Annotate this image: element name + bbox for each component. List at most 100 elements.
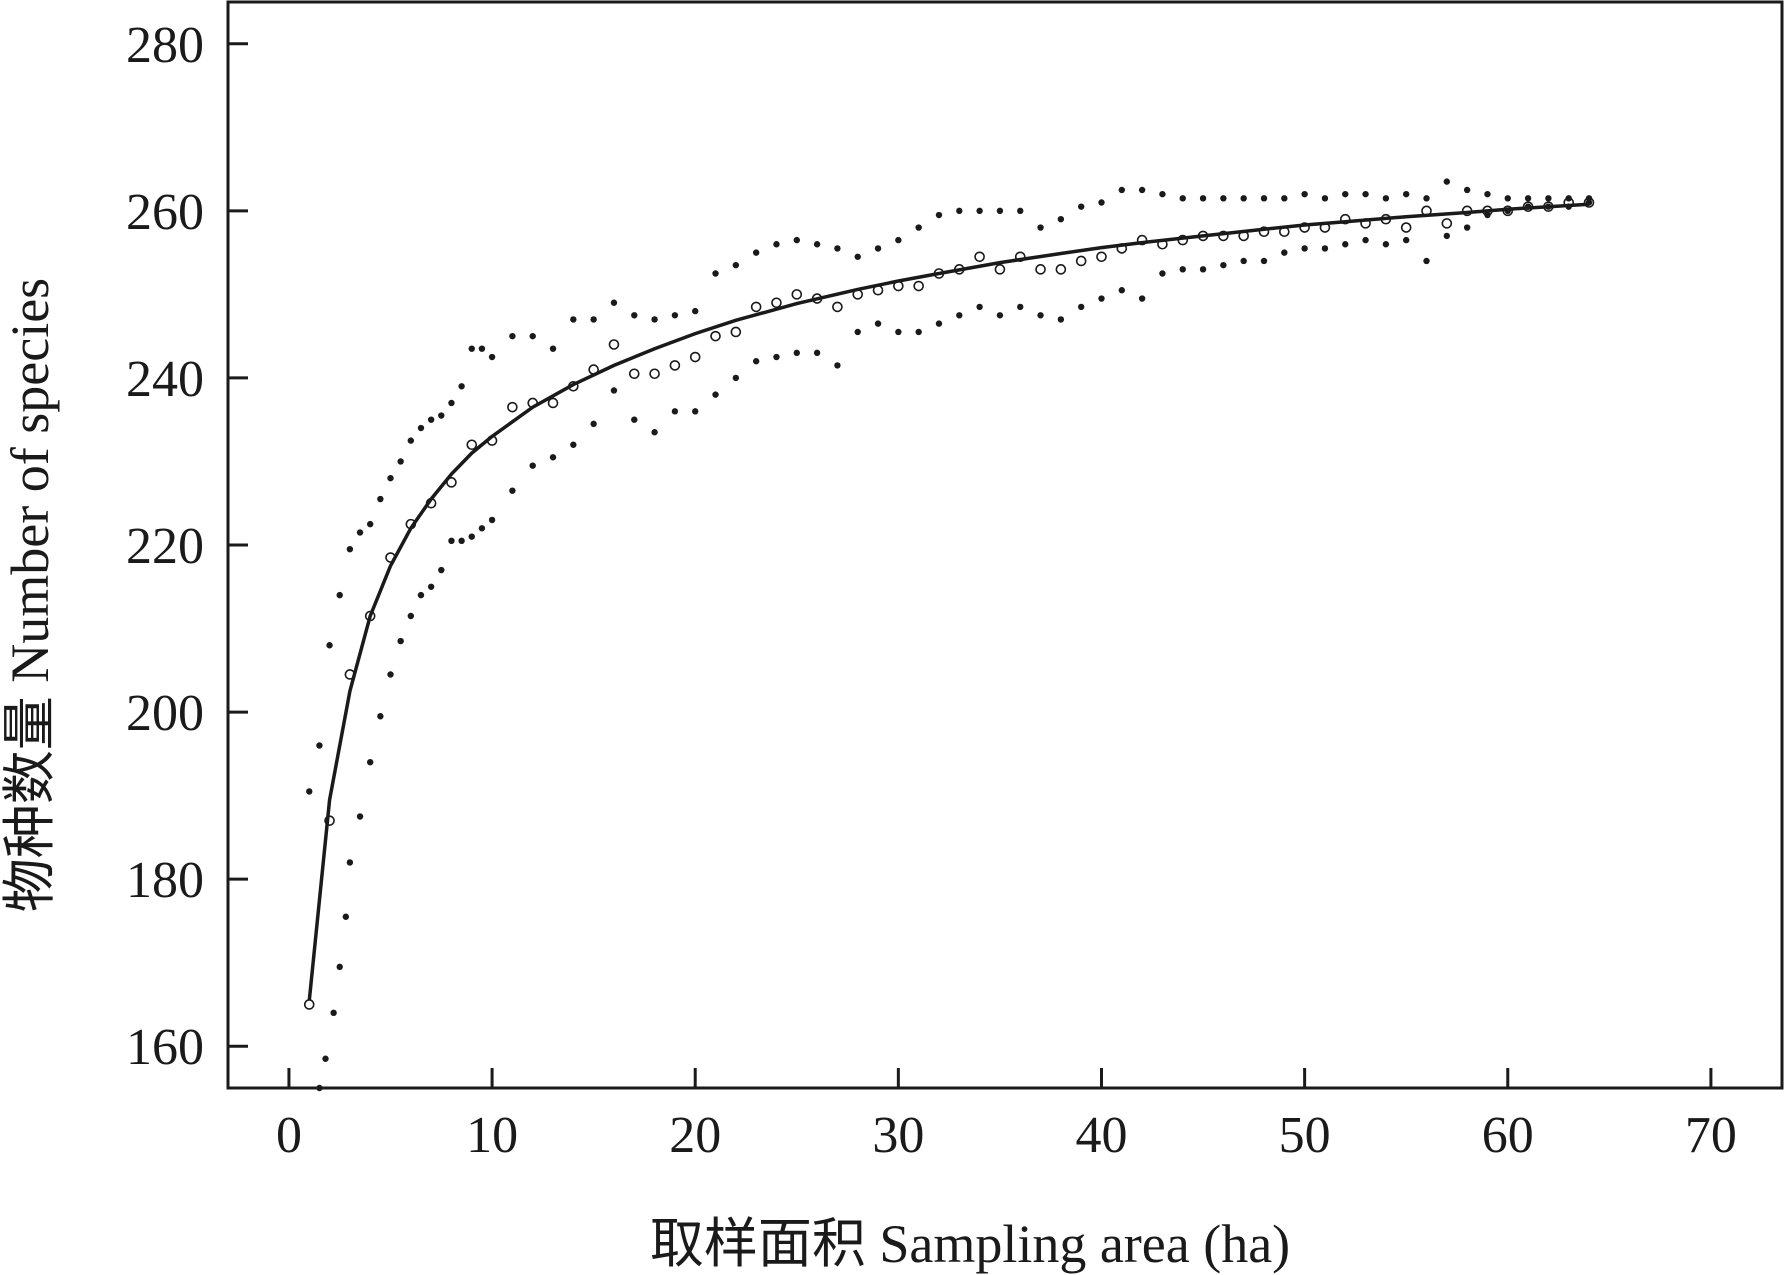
upper-bound-point [438,412,445,419]
lower-bound-point [1402,236,1410,244]
y-tick-label: 200 [126,685,204,742]
upper-bound-point [448,399,455,407]
upper-bound-point [1281,195,1288,202]
upper-bound-point [356,529,364,536]
lower-bound-point [1057,316,1065,323]
upper-bound-point [1545,195,1552,202]
upper-bound-point [996,207,1004,215]
lower-bound-point [651,429,658,436]
observed-point [1400,222,1412,233]
lower-bound-point [336,963,343,971]
lower-bound-point [610,387,618,394]
observed-point [994,264,1006,275]
lower-bound-point [752,358,760,365]
upper-bound-point [1260,195,1268,202]
upper-bound-point [590,316,597,323]
lower-bound-point [671,408,679,415]
x-tick-label: 20 [669,1107,721,1164]
y-axis-ticks: 160 180 200 220 240 260 280 [126,17,248,1076]
lower-bound-point [427,583,435,590]
upper-bound-point [1382,195,1390,202]
lower-bound-point [976,303,983,311]
y-tick-label: 180 [126,852,204,909]
upper-bound-point [509,332,516,340]
lower-bound-point [874,320,882,327]
observed-point [750,301,762,313]
upper-bound-point [1220,195,1227,202]
observed-point [303,999,315,1010]
upper-bound-point [570,316,577,323]
upper-bound-point [346,545,354,553]
lower-bound-point [377,713,384,720]
upper-bound-point [1342,190,1349,198]
lower-bound-point [488,516,496,524]
upper-bound-point [1321,195,1329,202]
lower-bound-point [1220,261,1227,269]
upper-bound-point [692,307,699,315]
lower-bound-point [692,408,699,415]
upper-bound-point [874,245,882,252]
upper-bound-point [671,312,679,319]
upper-bound-point [1443,178,1451,185]
upper-bound-point [956,207,963,215]
lower-bound-point [570,441,577,448]
upper-bound-point [1301,190,1308,198]
upper-bound-point [1159,190,1166,198]
upper-bound-point [407,437,415,444]
upper-bound-point [1017,207,1024,215]
upper-bound-point [529,332,536,340]
lower-bound-point [1118,287,1126,294]
upper-bound-point [1524,195,1532,202]
upper-bound-point [1037,224,1044,231]
upper-bound-point [326,642,333,649]
lower-bound-point [478,525,486,532]
upper-bound-point [306,788,313,795]
upper-bound-point [468,345,475,352]
x-axis-title: 取样面积 Sampling area (ha) [650,1214,1290,1274]
upper-bound-point [752,249,760,256]
x-tick-label: 70 [1685,1107,1737,1164]
lower-bound-point [1423,257,1430,265]
lower-bound-point [458,537,465,545]
lower-bound-point [1199,266,1207,273]
lower-bound-point [1382,241,1390,248]
lower-bound-point [346,859,354,866]
upper-bound-point [773,241,780,248]
observed-point [649,368,660,380]
x-tick-label: 60 [1482,1107,1534,1164]
upper-bound-point [631,312,638,319]
lower-bound-point [509,487,516,494]
observed-point [669,360,681,371]
observed-point [689,351,701,363]
x-axis-ticks: 0 10 20 30 40 50 60 70 [276,1068,1737,1164]
lower-bound-point [1484,211,1491,219]
upper-bound-point [417,424,425,432]
lower-bound-point [935,320,943,327]
upper-bound-point [651,316,658,323]
x-tick-label: 30 [872,1107,924,1164]
data-series [303,178,1595,1092]
observed-point [1441,218,1453,229]
upper-bound-point [1504,195,1511,202]
observed-point [507,401,518,413]
upper-bound-point [458,383,465,390]
observed-point [1075,255,1087,267]
lower-bound-point [793,349,800,357]
lower-bound-point [773,353,780,361]
upper-bound-point [488,353,496,361]
lower-bound-point [330,1009,337,1017]
lower-bound-point [834,362,841,369]
lower-bound-point [387,671,394,678]
x-tick-label: 40 [1075,1107,1127,1164]
lower-bound-point [915,328,922,336]
upper-bound-point [793,236,800,244]
lower-bound-point [1017,303,1024,311]
lower-bound-point [590,420,597,428]
lower-bound-point [1037,312,1044,319]
y-axis-title: 物种数量 Number of species [0,278,60,912]
upper-bound-point [1118,186,1126,194]
upper-bound-point [1402,190,1410,198]
observed-point [547,397,559,409]
lower-bound-point [468,533,475,540]
